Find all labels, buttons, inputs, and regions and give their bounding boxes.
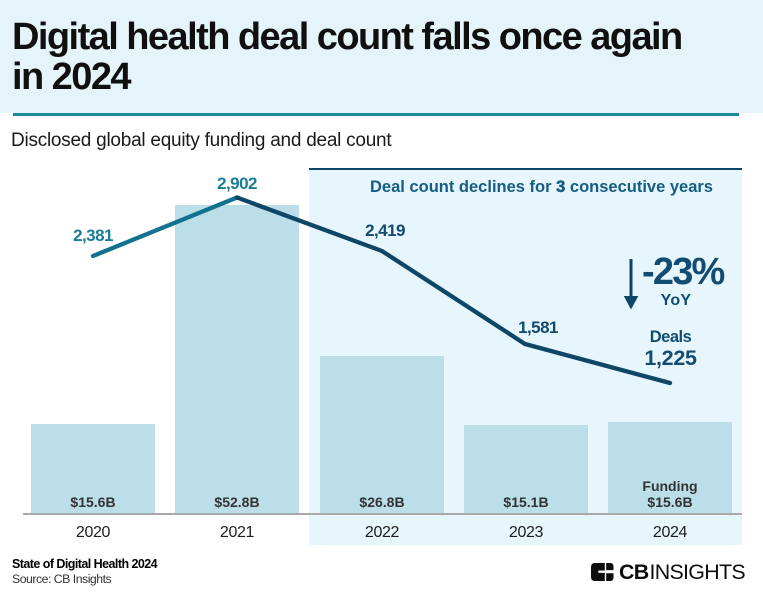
svg-text:INSIGHTS: INSIGHTS [650,563,746,583]
svg-text:CB: CB [619,563,649,583]
